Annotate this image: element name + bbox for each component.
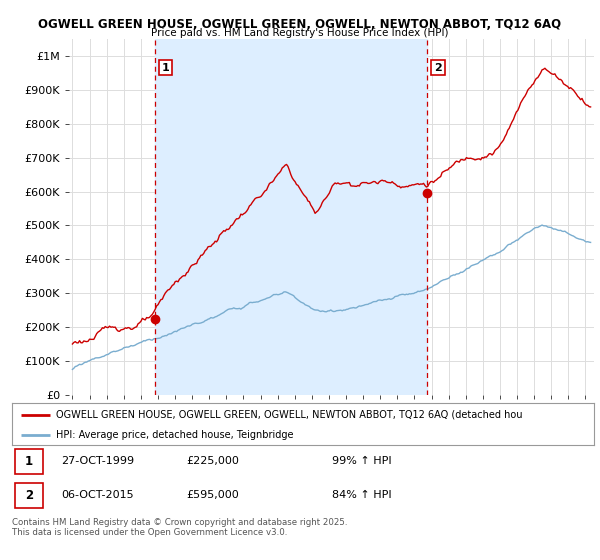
Text: 1: 1 (161, 63, 169, 73)
Text: 2: 2 (25, 489, 33, 502)
Text: 99% ↑ HPI: 99% ↑ HPI (332, 456, 392, 466)
FancyBboxPatch shape (15, 483, 43, 508)
Text: Price paid vs. HM Land Registry's House Price Index (HPI): Price paid vs. HM Land Registry's House … (151, 28, 449, 38)
Bar (155, 39, 427, 395)
FancyBboxPatch shape (15, 449, 43, 474)
Text: 84% ↑ HPI: 84% ↑ HPI (332, 491, 392, 501)
Text: £225,000: £225,000 (187, 456, 239, 466)
Text: HPI: Average price, detached house, Teignbridge: HPI: Average price, detached house, Teig… (56, 430, 293, 440)
Text: 27-OCT-1999: 27-OCT-1999 (61, 456, 134, 466)
Text: 1: 1 (25, 455, 33, 468)
Text: OGWELL GREEN HOUSE, OGWELL GREEN, OGWELL, NEWTON ABBOT, TQ12 6AQ: OGWELL GREEN HOUSE, OGWELL GREEN, OGWELL… (38, 18, 562, 31)
Text: OGWELL GREEN HOUSE, OGWELL GREEN, OGWELL, NEWTON ABBOT, TQ12 6AQ (detached hou: OGWELL GREEN HOUSE, OGWELL GREEN, OGWELL… (56, 410, 522, 420)
Text: 06-OCT-2015: 06-OCT-2015 (61, 491, 134, 501)
Text: £595,000: £595,000 (187, 491, 239, 501)
Text: 2: 2 (434, 63, 442, 73)
Text: Contains HM Land Registry data © Crown copyright and database right 2025.
This d: Contains HM Land Registry data © Crown c… (12, 518, 347, 538)
